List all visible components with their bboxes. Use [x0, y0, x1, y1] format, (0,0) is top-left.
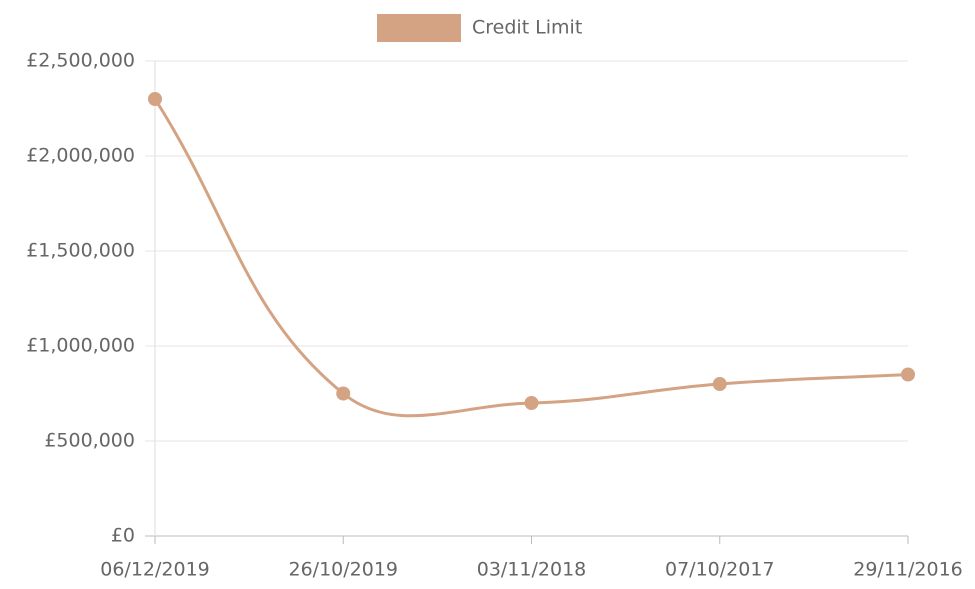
x-tick-label: 29/11/2016	[853, 559, 963, 581]
y-tick-label: £1,000,000	[26, 335, 135, 357]
x-tick-label: 07/10/2017	[665, 559, 775, 581]
legend-swatch	[377, 14, 461, 42]
line	[153, 98, 909, 418]
y-tick-label: £2,500,000	[26, 50, 135, 72]
x-tick-label: 03/11/2018	[477, 559, 587, 581]
x-tick-label: 06/12/2019	[100, 559, 210, 581]
y-tick-label: £0	[111, 525, 135, 547]
point	[901, 367, 915, 382]
x-tick-label: 26/10/2019	[288, 559, 398, 581]
y-tick-label: £2,000,000	[26, 145, 135, 167]
point	[148, 92, 162, 106]
point	[336, 386, 351, 401]
y-tick-label: £500,000	[44, 430, 135, 452]
point	[712, 377, 727, 391]
legend-label: Credit Limit	[472, 17, 582, 39]
point	[524, 396, 539, 410]
y-tick-label: £1,500,000	[26, 240, 135, 262]
